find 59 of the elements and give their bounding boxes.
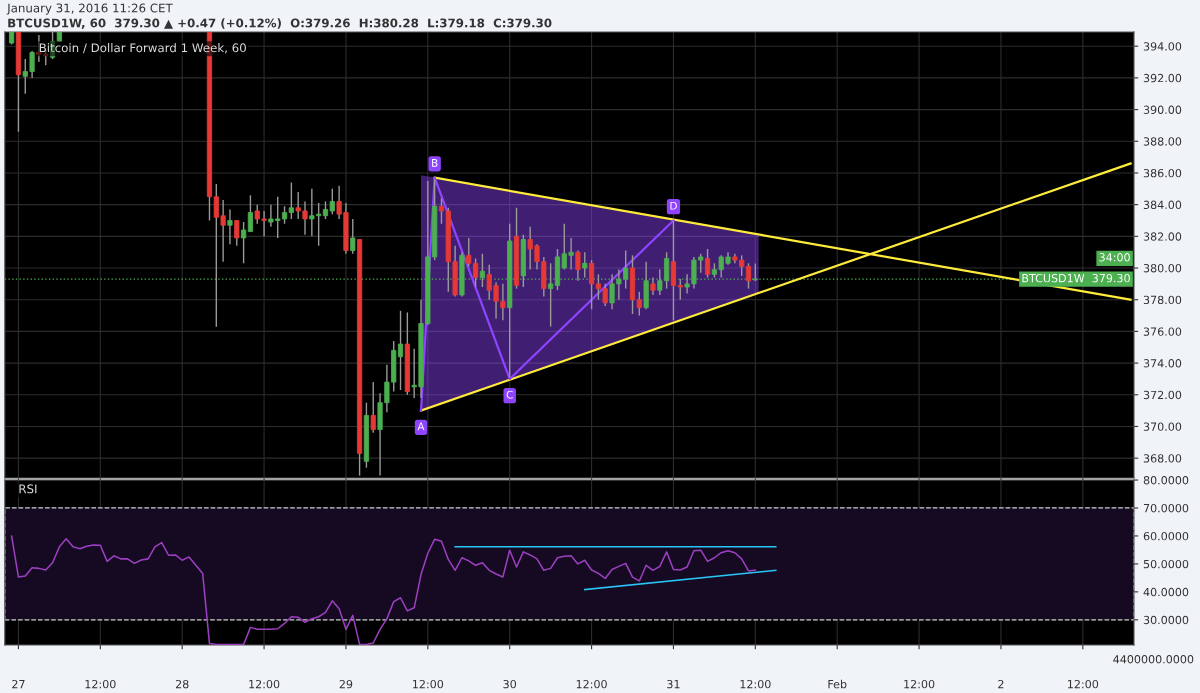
y-tick-label: 374.00 (1143, 359, 1182, 368)
x-tick-label: 27 (12, 679, 25, 689)
y-tick-label: 70.0000 (1143, 503, 1189, 513)
x-tick-label: 2 (998, 679, 1004, 689)
x-tick-label: Feb (828, 679, 847, 689)
line-series (10, 535, 757, 645)
y-tick-label: 368.00 (1143, 454, 1182, 463)
x-tick-label: 12:00 (904, 679, 935, 689)
candlestick (227, 208, 233, 245)
y-tick-label: 378.00 (1143, 295, 1182, 305)
candlestick (370, 381, 376, 434)
y-tick-label: 372.00 (1143, 390, 1182, 400)
x-tick-label: 12:00 (576, 679, 607, 689)
x-tick-label: 12:00 (249, 679, 280, 689)
y-tick-label: 370.00 (1143, 422, 1182, 431)
candlestick (588, 259, 595, 310)
y-tick-label: 388.00 (1143, 137, 1182, 146)
candlestick (575, 249, 581, 282)
x-tick-label: 12:00 (413, 679, 444, 689)
candlestick (636, 291, 642, 317)
annotation: D (670, 201, 677, 210)
candlestick (234, 219, 240, 247)
x-tick-label: 31 (667, 679, 680, 689)
candlestick (350, 218, 356, 255)
x-tick-label: 12:00 (85, 679, 116, 689)
candlestick (288, 181, 294, 220)
x-tick-label: 29 (339, 679, 353, 689)
candlestick (582, 251, 588, 279)
annotation: B (432, 159, 438, 167)
text: Bitcoin / Dollar Forward 1 Week, 60 (39, 43, 246, 54)
y-tick-label: 380.00 (1143, 264, 1182, 273)
annotation: A (417, 422, 425, 431)
y-tick-label: 392.00 (1143, 73, 1182, 83)
x-tick-label: 12:00 (1068, 679, 1099, 689)
candlestick (548, 262, 554, 328)
x-tick-label: 12:00 (740, 679, 771, 689)
text: BTCUSD1W, 60 379.30 ▲ +0.47 (+0.12%) O:379.26 H:380.28 L:379.18 C:379.30 (8, 18, 552, 29)
text: January 31, 2016 11:26 CET (6, 3, 173, 15)
y-tick-label: 30.0000 (1143, 615, 1189, 625)
x-tick-label: 30 (503, 679, 517, 689)
y-tick-label: 60.0000 (1143, 531, 1189, 541)
y-tick-label: 394.00 (1143, 42, 1182, 51)
candlestick (247, 194, 254, 233)
candlestick (241, 221, 247, 264)
y-tick-label: 386.00 (1143, 168, 1182, 178)
annotation: 34:00 (1099, 253, 1130, 262)
text: 4400000.0000 (1113, 655, 1194, 664)
y-tick-label: 80.0000 (1143, 476, 1189, 485)
y-tick-label: 376.00 (1143, 327, 1182, 336)
y-tick-label: 382.00 (1143, 232, 1182, 241)
annotation: C (506, 390, 513, 399)
y-tick-label: 390.00 (1143, 105, 1182, 114)
y-tick-label: 40.0000 (1143, 587, 1189, 597)
ref-line-label: BTCUSD1W 379.30 (1022, 273, 1130, 283)
candlestick (704, 248, 711, 279)
y-tick-label: 50.0000 (1143, 559, 1189, 569)
y-tick-label: 384.00 (1143, 200, 1182, 210)
x-tick-label: 28 (175, 679, 189, 689)
chart-title: RSI (19, 484, 37, 494)
